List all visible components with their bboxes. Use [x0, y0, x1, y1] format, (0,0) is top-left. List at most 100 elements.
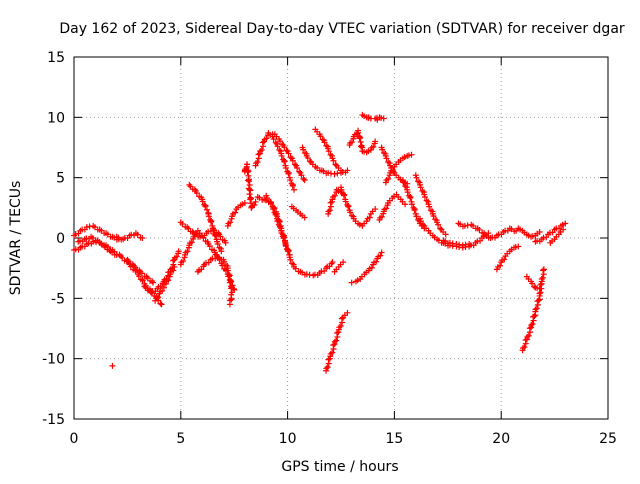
data-point: [421, 193, 428, 200]
data-point: [241, 167, 248, 174]
data-point: [175, 248, 182, 255]
data-point: [198, 266, 205, 273]
data-point: [246, 178, 253, 185]
data-point: [453, 241, 460, 248]
data-point: [372, 138, 379, 145]
data-point: [560, 226, 567, 233]
data-point: [321, 139, 328, 146]
data-point: [323, 365, 330, 372]
data-point: [400, 179, 407, 186]
data-point: [325, 356, 332, 363]
data-point: [232, 209, 239, 216]
data-point: [338, 167, 344, 174]
data-point: [298, 172, 305, 179]
data-point: [255, 151, 262, 158]
data-point: [300, 175, 307, 182]
data-point: [342, 198, 349, 205]
data-point: [222, 239, 229, 246]
data-point: [203, 206, 210, 213]
data-point: [540, 266, 547, 273]
data-point: [537, 289, 544, 296]
data-point: [281, 144, 288, 151]
data-point: [417, 184, 424, 191]
data-point: [207, 219, 214, 226]
data-point: [263, 135, 270, 142]
data-point: [418, 218, 425, 225]
data-point: [245, 177, 252, 184]
data-point: [259, 139, 266, 146]
data-point: [535, 297, 542, 304]
data-point: [330, 342, 337, 349]
data-point: [338, 186, 345, 193]
x-tick-label: 5: [176, 431, 185, 447]
data-point: [413, 213, 420, 220]
y-tick-label: 15: [47, 50, 65, 66]
data-point: [304, 154, 311, 161]
data-point: [331, 192, 338, 199]
data-point: [370, 143, 377, 150]
x-axis-label: GPS time / hours: [281, 459, 398, 475]
data-point: [224, 267, 231, 274]
data-point: [241, 200, 248, 207]
data-point: [331, 338, 338, 345]
data-point: [377, 252, 384, 259]
data-point: [252, 198, 259, 205]
data-point: [276, 223, 283, 230]
data-point: [306, 271, 313, 278]
data-point: [501, 256, 508, 263]
data-point: [348, 279, 355, 286]
data-point: [356, 135, 363, 142]
data-point: [355, 129, 362, 136]
data-point: [247, 187, 254, 194]
data-point: [285, 150, 292, 157]
data-point: [325, 148, 332, 155]
data-point: [404, 189, 411, 196]
y-tick-label: -10: [42, 352, 65, 368]
data-point: [280, 235, 287, 242]
data-point: [536, 285, 543, 292]
grid: [74, 57, 608, 419]
x-tick-label: 10: [279, 431, 297, 447]
data-point: [303, 271, 310, 278]
data-point: [420, 221, 427, 228]
data-point: [426, 203, 433, 210]
data-point: [157, 300, 164, 307]
data-point: [272, 139, 279, 146]
data-point: [344, 167, 351, 174]
data-point: [184, 248, 191, 255]
data-point: [173, 253, 180, 260]
data-point: [274, 218, 281, 225]
data-point: [139, 277, 146, 284]
data-point: [324, 364, 331, 371]
data-point: [540, 267, 547, 274]
data-point: [269, 131, 276, 138]
data-point: [306, 158, 313, 165]
data-point: [291, 186, 298, 193]
data-point: [180, 257, 187, 264]
data-point: [274, 143, 281, 150]
data-point: [430, 212, 437, 219]
y-tick-label: 5: [56, 171, 65, 187]
data-point: [317, 133, 324, 140]
data-point: [205, 213, 212, 220]
data-point: [287, 177, 294, 184]
data-point: [282, 243, 289, 250]
data-point: [278, 229, 285, 236]
data-point: [435, 221, 442, 228]
data-point: [210, 227, 217, 234]
x-axis-ticks: 0 5 10 15 20 25: [70, 57, 617, 447]
data-point: [383, 205, 390, 212]
data-point: [179, 220, 186, 227]
data-point: [562, 220, 569, 227]
data-point: [372, 206, 379, 213]
data-point: [326, 207, 333, 214]
data-point: [202, 203, 209, 210]
data-point: [287, 154, 294, 161]
data-point: [413, 174, 420, 181]
data-point: [442, 231, 449, 238]
data-point: [193, 190, 200, 197]
data-point: [282, 165, 289, 172]
data-point: [83, 224, 90, 231]
data-point: [159, 287, 166, 294]
data-point: [292, 265, 299, 272]
